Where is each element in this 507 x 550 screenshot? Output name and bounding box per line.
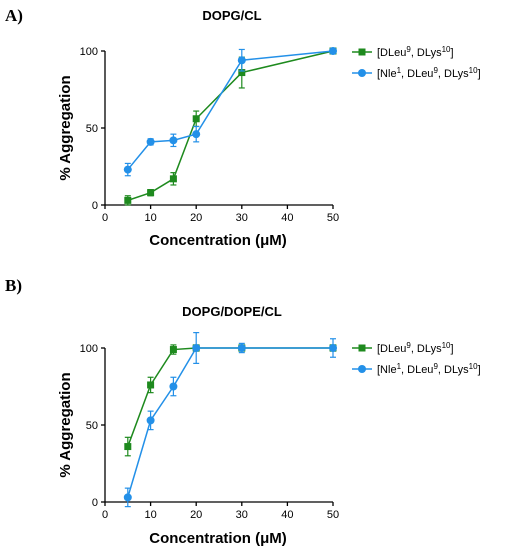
x-tick-label: 10 xyxy=(144,509,156,521)
legend-entry: [Nle1, DLeu9, DLys10] xyxy=(352,66,481,80)
x-tick-label: 20 xyxy=(190,509,202,521)
series-line xyxy=(127,347,333,447)
data-point xyxy=(329,344,337,352)
series-2 xyxy=(123,47,337,177)
data-point xyxy=(146,137,155,146)
data-point xyxy=(192,130,201,139)
data-point xyxy=(147,189,155,197)
x-tick-label: 40 xyxy=(281,509,293,521)
series-2 xyxy=(123,332,337,508)
y-axis-title: % Aggregation xyxy=(57,372,74,477)
data-point xyxy=(358,48,366,56)
x-tick-label: 50 xyxy=(327,212,339,224)
data-point xyxy=(169,346,177,354)
data-point xyxy=(237,56,246,65)
data-point xyxy=(124,443,132,451)
data-point xyxy=(329,47,337,55)
y-tick-label: 100 xyxy=(80,343,98,355)
series-line xyxy=(127,347,333,498)
legend-label: [Nle1, DLeu9, DLys10] xyxy=(377,66,481,80)
data-point xyxy=(169,382,178,391)
data-point xyxy=(147,381,155,389)
x-tick-label: 50 xyxy=(327,509,339,521)
legend-entry: [DLeu9, DLys10] xyxy=(352,341,454,355)
panel-label: A) xyxy=(5,6,23,25)
data-point xyxy=(192,344,201,352)
data-point xyxy=(123,165,132,174)
x-tick-label: 0 xyxy=(102,212,108,224)
data-point xyxy=(358,365,366,373)
series-line xyxy=(127,50,334,171)
series-1 xyxy=(124,47,337,206)
y-tick-label: 50 xyxy=(86,123,98,135)
y-tick-label: 50 xyxy=(86,420,98,432)
panel-a: A) DOPG/CL % Aggregation Concentration (… xyxy=(5,6,481,249)
y-tick-label: 0 xyxy=(92,497,98,509)
y-tick-label: 0 xyxy=(92,200,98,212)
chart-title: DOPG/DOPE/CL xyxy=(182,304,282,319)
x-tick-label: 40 xyxy=(281,212,293,224)
data-point xyxy=(237,344,246,352)
legend-entry: [Nle1, DLeu9, DLys10] xyxy=(352,362,481,376)
legend-label: [DLeu9, DLys10] xyxy=(377,45,454,59)
legend-label: [DLeu9, DLys10] xyxy=(377,341,454,355)
data-point xyxy=(169,136,178,145)
y-axis-title: % Aggregation xyxy=(57,75,74,180)
legend-entry: [DLeu9, DLys10] xyxy=(352,45,454,59)
series-line xyxy=(127,50,334,202)
chart-title: DOPG/CL xyxy=(202,8,261,23)
data-point xyxy=(146,416,155,425)
x-tick-label: 30 xyxy=(236,212,248,224)
x-axis-title: Concentration (μM) xyxy=(149,232,287,249)
panel-b: B) DOPG/DOPE/CL % Aggregation Concentrat… xyxy=(5,276,481,547)
legend-label: [Nle1, DLeu9, DLys10] xyxy=(377,362,481,376)
x-tick-label: 20 xyxy=(190,212,202,224)
x-tick-label: 10 xyxy=(144,212,156,224)
series-1 xyxy=(124,344,337,457)
data-point xyxy=(192,115,200,123)
data-point xyxy=(169,175,177,183)
x-tick-label: 0 xyxy=(102,509,108,521)
x-tick-label: 30 xyxy=(236,509,248,521)
data-point xyxy=(238,69,246,77)
data-point xyxy=(358,69,366,77)
data-point xyxy=(123,493,132,502)
y-tick-label: 100 xyxy=(80,46,98,58)
panel-label: B) xyxy=(5,276,22,295)
data-point xyxy=(358,344,366,352)
data-point xyxy=(124,196,132,204)
x-axis-title: Concentration (μM) xyxy=(149,530,287,547)
